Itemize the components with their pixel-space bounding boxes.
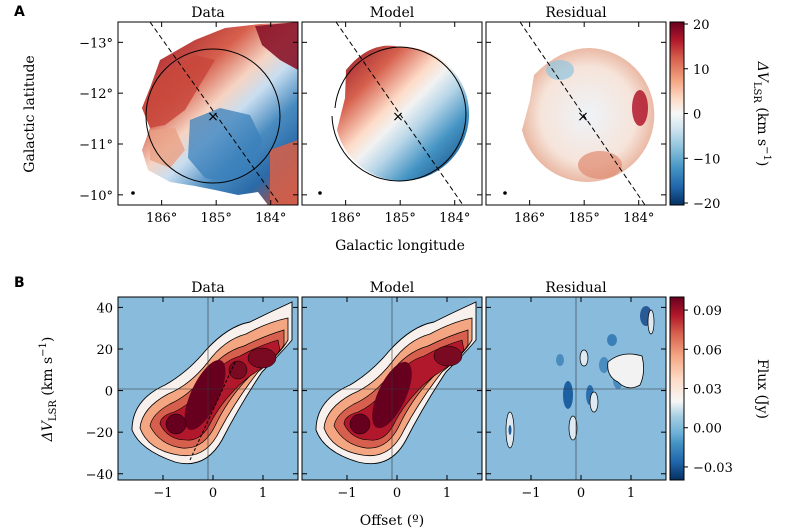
panel-b-ticks: −1 0 1 40 20 0 −20 −40 −1 0 1 −1 0 1 0.09 0.06 0.03 0.00 −… [86,297,733,501]
residual-center-marker: × [577,109,589,125]
panel-a-title-residual: Residual [545,5,607,21]
panel-b-title-data: Data [191,280,225,296]
axes-b-model [301,296,483,481]
cb-b-tick-label: 0.00 [693,422,722,437]
cb-a-tick-label: 0 [693,108,701,123]
b-ytick-label: 0 [105,385,113,400]
panel-b-ylabel: ΔVLSR (km s−1) [38,337,59,443]
a-ytick-label: −11° [79,138,113,153]
a-xtick-label: 185° [201,211,232,226]
colorbar-b [669,296,685,481]
map-model [331,45,470,182]
a-xtick-label: 184° [255,211,286,226]
b-xtick-label: 1 [443,486,451,501]
map-residual [522,48,655,182]
colorbar-a-label: ΔVLSR (km s−1) [751,61,772,167]
cb-a-tick-label: 10 [693,63,710,78]
axes-a-data [117,21,299,206]
cb-b-tick-label: 0.09 [693,304,722,319]
panel-a-title-model: Model [370,5,415,21]
residual-slit-line [519,22,646,205]
cb-a-tick-label: −10 [693,152,720,167]
a-xtick-label: 184° [623,211,654,226]
cb-a-tick-label: 20 [693,18,710,33]
pv-data-fit-line [189,359,237,461]
data-center-marker: × [207,109,219,125]
b-xtick-label: −1 [521,486,540,501]
b-xtick-label: 0 [577,486,585,501]
b-xtick-label: 0 [209,486,217,501]
cb-a-tick-label: −20 [693,197,720,212]
colorbar-a [669,21,685,206]
a-xtick-label: 186° [330,211,361,226]
axes-b-data [117,296,299,481]
model-beam-marker [318,191,322,195]
panel-b-title-residual: Residual [545,280,607,296]
panel-b-xlabel: Offset (º) [360,513,424,529]
data-aperture-circle [145,48,281,184]
panel-a-ticks: 186° 185° 184° −13° −12° −11° −10° 186° 185° 184°… [79,18,720,226]
a-xtick-label: 185° [569,211,600,226]
panel-a-xlabel: Galactic longitude [335,238,465,254]
model-center-marker: × [392,109,404,125]
b-xtick-label: 1 [627,486,635,501]
axes-a-model [301,21,483,206]
panel-b-title-model: Model [370,280,415,296]
panel-a-title-data: Data [191,5,225,21]
b-xtick-label: −1 [153,486,172,501]
a-xtick-label: 184° [439,211,470,226]
axes-a-residual [485,21,667,206]
a-xtick-label: 185° [385,211,416,226]
a-ytick-label: −13° [79,36,113,51]
b-ytick-label: −20 [86,426,113,441]
data-beam-marker [131,191,135,195]
residual-beam-marker [503,191,507,195]
a-ytick-label: −10° [79,189,113,204]
colorbar-b-label: Flux (Jy) [754,359,770,419]
cb-b-tick-label: −0.03 [693,461,733,476]
b-xtick-label: 0 [393,486,401,501]
cb-b-tick-label: 0.03 [693,383,722,398]
axes-b-residual [485,296,667,481]
a-ytick-label: −12° [79,87,113,102]
data-slit-line [149,22,281,205]
b-xtick-label: −1 [337,486,356,501]
model-slit-line [335,22,464,205]
panel-a-ylabel: Galactic latitude [22,55,38,172]
panel-b-letter: B [14,275,25,291]
a-xtick-label: 186° [514,211,545,226]
cb-b-tick-label: 0.06 [693,343,722,358]
b-xtick-label: 1 [259,486,267,501]
b-ytick-label: 20 [96,343,113,358]
b-ytick-label: 40 [96,301,113,316]
panel-a-letter: A [14,4,25,20]
b-ytick-label: −40 [86,468,113,483]
a-xtick-label: 186° [146,211,177,226]
